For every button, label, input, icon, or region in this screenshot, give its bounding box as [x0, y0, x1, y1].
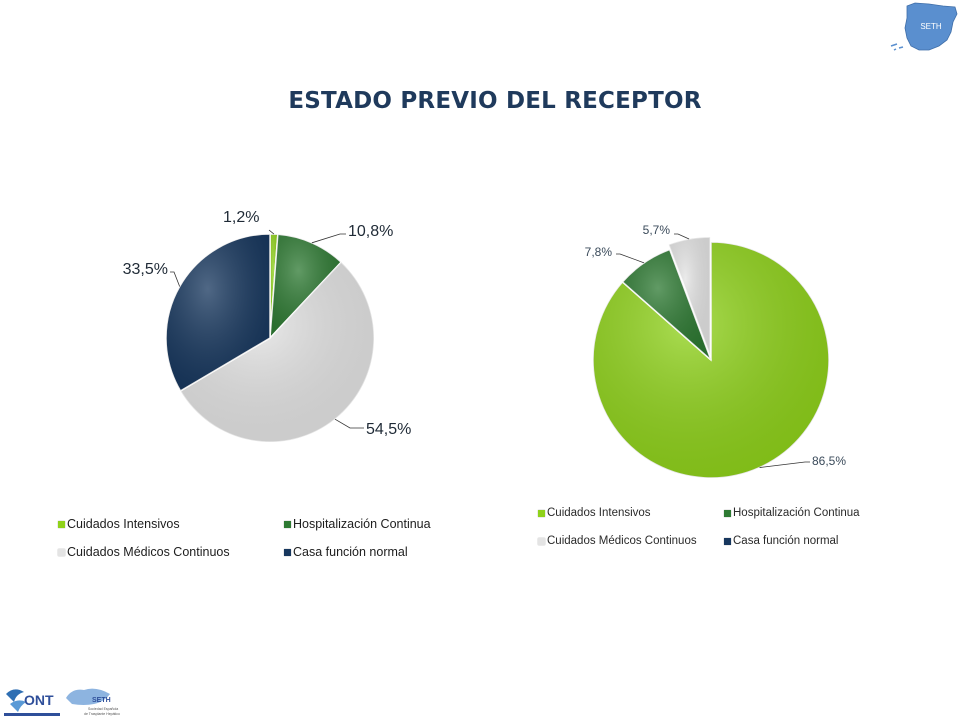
- legend-item: Cuidados Intensivos: [58, 517, 180, 531]
- seth-caption-line2: de Trasplante Hepático: [84, 712, 120, 716]
- footer-logos: ONT SETH Sociedad Española de Trasplante…: [4, 688, 120, 716]
- map-logo-text: SETH: [920, 22, 942, 31]
- leader-line: [311, 233, 346, 244]
- leader-line: [268, 229, 275, 235]
- data-label: 5,7%: [643, 223, 671, 237]
- pie-chart-left: 1,2% 10,8% 54,5% 33,5%: [123, 209, 411, 443]
- pie1-slices: [165, 233, 375, 443]
- leader-line: [334, 418, 364, 429]
- legend-swatch: [58, 548, 65, 556]
- legend-swatch: [538, 537, 545, 545]
- slice-highlight: [180, 262, 374, 442]
- seth-logo: SETH Sociedad Española de Trasplante Hep…: [66, 688, 120, 716]
- pie2-leader-lines: [616, 233, 810, 468]
- legend-label: Cuidados Médicos Continuos: [67, 545, 230, 559]
- legend-label: Casa función normal: [733, 535, 839, 547]
- legend-item: Hospitalización Continua: [724, 507, 860, 519]
- legend-left: Cuidados Intensivos Hospitalización Cont…: [58, 515, 478, 565]
- seth-logo-text: SETH: [92, 697, 111, 704]
- ont-logo-text: ONT: [24, 692, 54, 708]
- legend-item: Cuidados Intensivos: [538, 507, 651, 519]
- pie1-leader-lines: [170, 229, 364, 429]
- legend-label: Hospitalización Continua: [733, 507, 860, 519]
- legend-swatch: [284, 548, 291, 556]
- data-label: 33,5%: [123, 261, 168, 278]
- leader-line: [170, 271, 181, 287]
- data-label: 10,8%: [348, 223, 393, 240]
- legend-item: Casa función normal: [284, 545, 408, 559]
- leader-line: [616, 253, 645, 264]
- legend-label: Cuidados Intensivos: [547, 507, 651, 519]
- legend-swatch: [724, 537, 731, 545]
- pie-chart-right: 86,5% 7,8% 5,7%: [585, 223, 846, 479]
- slice-highlight: [270, 234, 342, 338]
- data-label: 54,5%: [366, 421, 411, 438]
- legend-label: Cuidados Intensivos: [67, 517, 180, 531]
- legend-swatch: [284, 520, 291, 528]
- legend-label: Cuidados Médicos Continuos: [547, 535, 697, 547]
- leader-line: [759, 461, 810, 468]
- seth-caption-line1: Sociedad Española: [88, 707, 118, 711]
- legend-swatch: [58, 520, 65, 528]
- legend-swatch: [724, 509, 731, 517]
- data-label: 7,8%: [585, 245, 613, 259]
- pie2-slices: [592, 236, 830, 479]
- legend-right: Cuidados Intensivos Hospitalización Cont…: [538, 507, 908, 557]
- legend-swatch: [538, 509, 545, 517]
- legend-item: Cuidados Médicos Continuos: [538, 535, 697, 547]
- page-title: ESTADO PREVIO DEL RECEPTOR: [288, 88, 702, 114]
- data-label: 86,5%: [812, 454, 846, 468]
- slice-highlight: [668, 237, 711, 356]
- slice-highlight: [166, 234, 270, 391]
- slice-highlight: [622, 249, 711, 360]
- legend-item: Casa función normal: [724, 535, 838, 547]
- legend-item: Hospitalización Continua: [284, 517, 431, 531]
- spain-map-logo: SETH: [890, 2, 958, 51]
- legend-label: Hospitalización Continua: [293, 517, 431, 531]
- legend-label: Casa función normal: [293, 545, 408, 559]
- ont-logo: ONT: [4, 689, 60, 716]
- legend-item: Cuidados Médicos Continuos: [58, 545, 230, 559]
- leader-line: [674, 233, 690, 240]
- data-label: 1,2%: [223, 209, 259, 226]
